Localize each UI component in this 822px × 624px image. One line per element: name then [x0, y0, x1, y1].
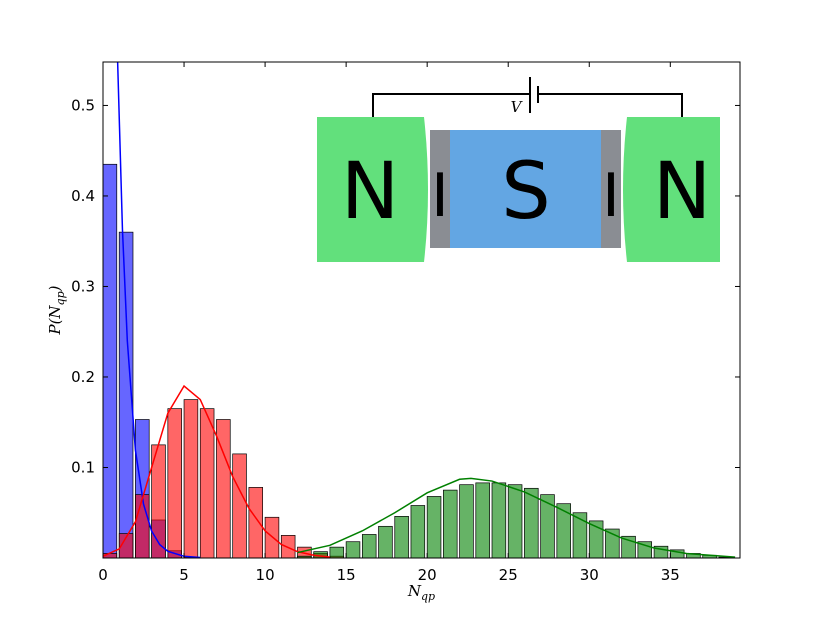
bar	[232, 453, 247, 558]
x-tick-label: 35	[661, 566, 680, 584]
inset-label: S	[501, 147, 551, 237]
wire	[372, 93, 683, 117]
bar	[491, 482, 507, 558]
inset-label: I	[602, 161, 620, 231]
bar	[475, 482, 490, 558]
y-tick-label: 0.3	[71, 277, 95, 295]
bar	[329, 546, 345, 558]
bar	[103, 163, 118, 558]
bar	[248, 487, 264, 558]
bar	[410, 505, 426, 558]
y-axis-label-part: qp	[54, 291, 67, 305]
y-tick-label: 0.4	[71, 187, 95, 205]
bar	[443, 489, 458, 558]
y-axis-label-part: P(N	[46, 305, 64, 336]
bar	[199, 408, 215, 558]
bar	[216, 419, 231, 558]
insulator	[601, 130, 621, 248]
bar	[167, 408, 182, 558]
y-axis-label: P(Nqp)	[46, 285, 67, 335]
fit-curve	[116, 62, 201, 558]
plot-area	[103, 62, 736, 558]
bar	[653, 545, 669, 558]
y-tick-label: 0.1	[71, 458, 95, 476]
fit-curve	[297, 477, 736, 558]
inset-diagram: N I S I NV	[317, 77, 720, 262]
bar	[556, 503, 571, 558]
x-tick-label: 25	[499, 566, 518, 584]
bar	[378, 525, 393, 558]
bar	[459, 484, 474, 558]
bar	[524, 487, 539, 558]
bar	[118, 533, 134, 558]
x-tick-label: 20	[418, 566, 437, 584]
bar	[426, 496, 442, 558]
normal-metal	[623, 117, 720, 262]
bar	[264, 516, 280, 558]
bar	[135, 494, 150, 558]
x-axis-label-part: qp	[421, 590, 435, 603]
inset-label: I	[431, 161, 449, 231]
x-tick-label: 10	[256, 566, 275, 584]
x-axis-label: Nqp	[407, 582, 435, 603]
x-tick-label: 5	[179, 566, 189, 584]
y-axis-label-part: )	[46, 285, 64, 292]
x-tick-label: 15	[337, 566, 356, 584]
fit-curve	[103, 384, 331, 558]
bar	[361, 534, 377, 558]
inset-label: N	[341, 147, 399, 237]
x-tick-label: 0	[98, 566, 108, 584]
bar	[345, 541, 361, 558]
normal-metal	[317, 117, 428, 262]
voltage-label: V	[511, 98, 524, 116]
x-tick-label: 30	[580, 566, 599, 584]
y-tick-label: 0.2	[71, 368, 95, 386]
bar	[507, 484, 523, 558]
bar	[394, 516, 409, 558]
bar	[540, 494, 555, 558]
bar	[118, 231, 134, 558]
bar	[183, 399, 199, 558]
superconductor	[450, 130, 601, 248]
inset-label: N	[653, 147, 711, 237]
insulator	[430, 130, 450, 248]
axes-frame	[102, 61, 741, 559]
x-axis-label-part: N	[407, 582, 422, 600]
y-tick-label: 0.5	[71, 96, 95, 114]
